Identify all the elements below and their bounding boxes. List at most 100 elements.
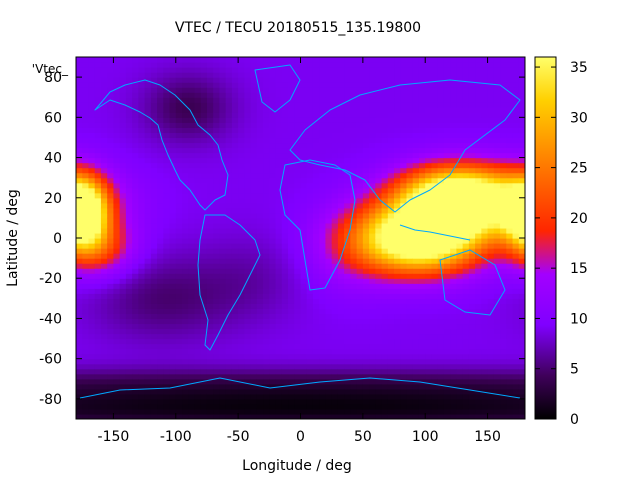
heatmap-cell <box>443 122 451 128</box>
heatmap-cell <box>375 273 383 279</box>
heatmap-cell <box>506 403 514 410</box>
heatmap-cell <box>500 202 507 209</box>
heatmap-cell <box>294 253 302 259</box>
heatmap-cell <box>362 112 370 118</box>
heatmap-cell <box>200 107 208 113</box>
heatmap-cell <box>344 227 351 234</box>
heatmap-cell <box>175 112 183 118</box>
heatmap-cell <box>157 72 164 78</box>
heatmap-cell <box>281 217 289 224</box>
heatmap-cell <box>107 373 115 380</box>
heatmap-cell <box>182 303 189 309</box>
heatmap-cell <box>456 263 464 269</box>
heatmap-cell <box>288 383 295 390</box>
heatmap-cell <box>344 122 351 128</box>
heatmap-cell <box>493 77 501 83</box>
heatmap-cell <box>150 182 158 189</box>
heatmap-cell <box>288 107 295 113</box>
heatmap-cell <box>350 187 358 194</box>
heatmap-cell <box>200 87 208 93</box>
heatmap-cell <box>288 87 295 93</box>
heatmap-cell <box>406 97 414 103</box>
heatmap-cell <box>387 413 395 419</box>
heatmap-cell <box>107 152 115 159</box>
heatmap-cell <box>300 87 308 93</box>
heatmap-cell <box>288 253 295 259</box>
heatmap-cell <box>256 348 264 355</box>
heatmap-cell <box>275 102 283 108</box>
heatmap-cell <box>144 167 152 174</box>
heatmap-cell <box>306 117 314 123</box>
heatmap-cell <box>331 403 339 410</box>
heatmap-cell <box>406 107 414 113</box>
heatmap-cell <box>312 258 320 264</box>
heatmap-cell <box>344 92 351 98</box>
heatmap-cell <box>381 408 389 415</box>
heatmap-cell <box>306 82 314 88</box>
heatmap-cell <box>400 333 408 340</box>
heatmap-cell <box>300 72 308 78</box>
heatmap-cell <box>418 413 426 419</box>
heatmap-cell <box>406 348 414 355</box>
heatmap-cell <box>119 408 127 415</box>
heatmap-cell <box>200 253 208 259</box>
heatmap-cell <box>188 328 196 335</box>
heatmap-cell <box>206 403 214 410</box>
heatmap-cell <box>263 308 270 315</box>
heatmap-cell <box>325 232 333 239</box>
heatmap-cell <box>194 273 202 279</box>
heatmap-cell <box>381 248 389 254</box>
heatmap-cell <box>188 248 196 254</box>
heatmap-cell <box>375 142 383 149</box>
heatmap-cell <box>94 197 102 204</box>
heatmap-cell <box>275 273 283 279</box>
heatmap-cell <box>144 358 152 365</box>
heatmap-cell <box>231 368 239 375</box>
heatmap-cell <box>132 318 139 325</box>
heatmap-cell <box>94 293 102 299</box>
heatmap-cell <box>256 187 264 194</box>
heatmap-cell <box>425 243 433 249</box>
heatmap-cell <box>238 87 245 93</box>
heatmap-cell <box>500 338 507 345</box>
heatmap-cell <box>344 278 351 284</box>
heatmap-cell <box>225 117 233 123</box>
heatmap-cell <box>337 57 345 63</box>
heatmap-cell <box>275 248 283 254</box>
heatmap-cell <box>150 378 158 385</box>
heatmap-cell <box>344 283 351 289</box>
heatmap-cell <box>344 258 351 264</box>
heatmap-cell <box>250 308 258 315</box>
heatmap-cell <box>288 273 295 279</box>
heatmap-cell <box>288 112 295 118</box>
heatmap-cell <box>250 373 258 380</box>
heatmap-cell <box>350 227 358 234</box>
heatmap-cell <box>107 222 115 229</box>
heatmap-cell <box>294 303 302 309</box>
heatmap-cell <box>150 328 158 335</box>
heatmap-cell <box>94 323 102 330</box>
heatmap-cell <box>394 112 401 118</box>
heatmap-cell <box>493 162 501 169</box>
heatmap-cell <box>406 102 414 108</box>
heatmap-cell <box>107 308 115 315</box>
heatmap-cell <box>475 338 482 345</box>
heatmap-cell <box>369 92 376 98</box>
heatmap-cell <box>263 177 270 184</box>
heatmap-cell <box>231 172 239 179</box>
heatmap-cell <box>450 308 458 315</box>
heatmap-cell <box>344 197 351 204</box>
heatmap-cell <box>425 343 433 350</box>
heatmap-cell <box>250 278 258 284</box>
heatmap-cell <box>200 358 208 365</box>
heatmap-cell <box>487 197 495 204</box>
heatmap-cell <box>456 82 464 88</box>
heatmap-cell <box>250 343 258 350</box>
heatmap-cell <box>169 283 177 289</box>
heatmap-cell <box>157 383 164 390</box>
heatmap-cell <box>157 187 164 194</box>
heatmap-cell <box>412 238 420 244</box>
heatmap-cell <box>381 137 389 144</box>
heatmap-cell <box>418 172 426 179</box>
heatmap-cell <box>300 283 308 289</box>
